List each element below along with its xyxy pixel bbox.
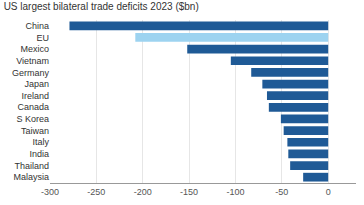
svg-text:China: China (25, 21, 49, 31)
svg-text:Ireland: Ireland (21, 91, 49, 101)
svg-text:0: 0 (326, 187, 331, 197)
svg-text:Germany: Germany (12, 68, 50, 78)
svg-text:S Korea: S Korea (16, 114, 49, 124)
svg-text:Malaysia: Malaysia (13, 172, 49, 182)
svg-text:Taiwan: Taiwan (21, 126, 49, 136)
svg-text:Thailand: Thailand (14, 161, 49, 171)
svg-text:-150: -150 (180, 187, 198, 197)
svg-text:Japan: Japan (24, 79, 49, 89)
svg-text:EU: EU (36, 33, 49, 43)
svg-text:US largest bilateral trade def: US largest bilateral trade deficits 2023… (4, 1, 199, 12)
svg-text:-50: -50 (275, 187, 288, 197)
svg-text:Italy: Italy (32, 137, 49, 147)
svg-text:-250: -250 (87, 187, 105, 197)
svg-text:Mexico: Mexico (20, 44, 49, 54)
svg-text:-200: -200 (134, 187, 152, 197)
svg-text:Canada: Canada (17, 102, 49, 112)
svg-text:India: India (29, 149, 49, 159)
svg-text:-100: -100 (226, 187, 244, 197)
svg-text:-300: -300 (41, 187, 59, 197)
svg-text:Vietnam: Vietnam (16, 56, 49, 66)
